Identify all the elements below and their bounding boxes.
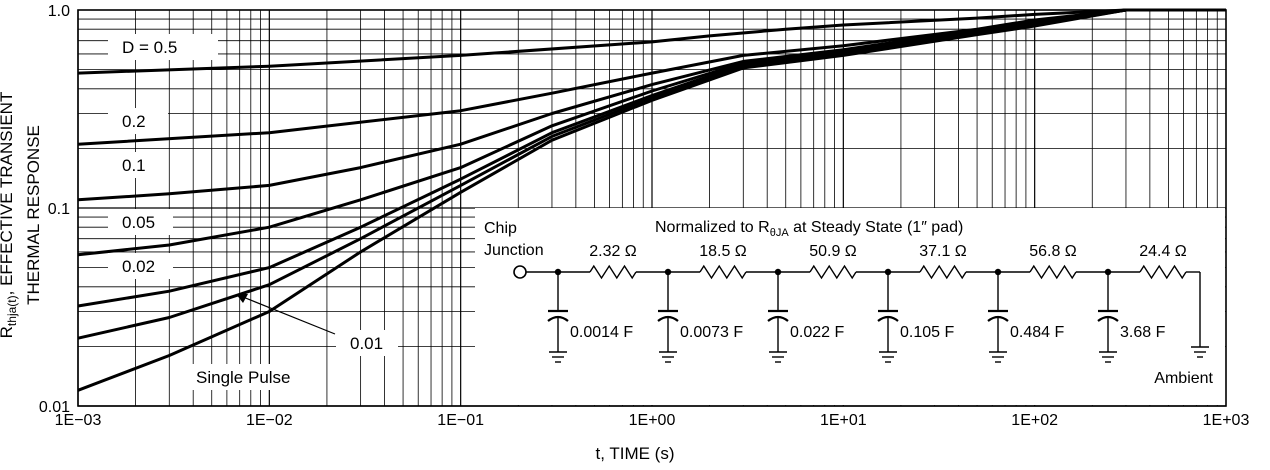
junction-node xyxy=(513,265,527,279)
inset-title: Normalized to RθJA at Steady State (1″ p… xyxy=(655,219,963,239)
curve-label: 0.02 xyxy=(122,257,155,276)
junction-label: Junction xyxy=(484,242,544,259)
capacitor-value: 0.022 F xyxy=(790,324,844,341)
resistor-value: 24.4 Ω xyxy=(1139,243,1187,260)
resistor-value: 18.5 Ω xyxy=(699,243,747,260)
curve-label: 0.01 xyxy=(350,334,383,353)
curve-label: Single Pulse xyxy=(196,368,291,387)
resistor-symbol xyxy=(589,264,637,280)
x-tick-label: 1E+01 xyxy=(820,412,867,429)
curve-label-bg xyxy=(336,330,398,356)
curve-label-bg xyxy=(108,209,173,235)
curve-label-bg xyxy=(108,152,168,178)
resistor-value: 2.32 Ω xyxy=(589,243,637,260)
curve-label: D = 0.5 xyxy=(122,38,177,57)
capacitor-value: 3.68 F xyxy=(1120,324,1166,341)
resistor-symbol xyxy=(919,264,967,280)
plot-frame xyxy=(77,9,1227,407)
thermal-rc-network-inset: Normalized to RθJA at Steady State (1″ p… xyxy=(484,219,1214,387)
resistor-value: 37.1 Ω xyxy=(919,243,967,260)
y-axis-label: Rthja(t), EFFECTIVE TRANSIENT THERMAL RE… xyxy=(0,91,43,339)
capacitor-value: 0.0073 F xyxy=(680,324,743,341)
resistor-symbol xyxy=(1139,264,1187,280)
resistor-symbol xyxy=(809,264,857,280)
capacitor-value: 0.105 F xyxy=(900,324,954,341)
inset-panel xyxy=(475,208,1225,405)
chip-label: Chip xyxy=(484,220,517,237)
ambient-label: Ambient xyxy=(1154,370,1213,387)
curve-label-bg xyxy=(108,34,218,60)
x-tick-label: 1E−03 xyxy=(55,412,102,429)
capacitor-value: 0.0014 F xyxy=(570,324,633,341)
x-tick-label: 1E+03 xyxy=(1203,412,1250,429)
x-axis-label: t, TIME (s) xyxy=(595,444,675,463)
arrow-head xyxy=(236,294,248,303)
curve-label-bg xyxy=(182,364,294,390)
curve-label: 0.2 xyxy=(122,112,146,131)
y-tick-label: 0.01 xyxy=(39,399,70,416)
y-tick-label: 0.1 xyxy=(48,201,70,218)
x-tick-label: 1E−02 xyxy=(246,412,293,429)
series-line xyxy=(77,8,1226,75)
resistor-value: 50.9 Ω xyxy=(809,243,857,260)
inset-background xyxy=(475,208,1225,405)
x-tick-label: 1E−01 xyxy=(437,412,484,429)
response-curves xyxy=(77,8,1226,392)
arrow-line xyxy=(242,296,336,335)
curve-label: 0.05 xyxy=(122,213,155,232)
capacitor-value: 0.484 F xyxy=(1010,324,1064,341)
curve-label-bg xyxy=(108,253,173,279)
tick-labels: 1E−03 1E−02 1E−01 1E+00 1E+01 1E+02 1E+03 0.01 0… xyxy=(39,3,1250,429)
resistor-symbol xyxy=(699,264,747,280)
y-tick-label: 1.0 xyxy=(48,3,70,20)
curve-labels: D = 0.5 0.2 0.1 0.05 0.02 0.01 Single Pulse xyxy=(108,34,398,390)
series-line xyxy=(77,8,1226,392)
transient-thermal-response-chart: 1E−03 1E−02 1E−01 1E+00 1E+01 1E+02 1E+03 0.01 0… xyxy=(39,3,1250,429)
resistor-value: 56.8 Ω xyxy=(1029,243,1077,260)
x-tick-label: 1E+02 xyxy=(1011,412,1058,429)
curve-label: 0.1 xyxy=(122,156,146,175)
x-tick-label: 1E+00 xyxy=(629,412,676,429)
curve-label-bg xyxy=(108,108,168,134)
resistor-symbol xyxy=(1029,264,1077,280)
